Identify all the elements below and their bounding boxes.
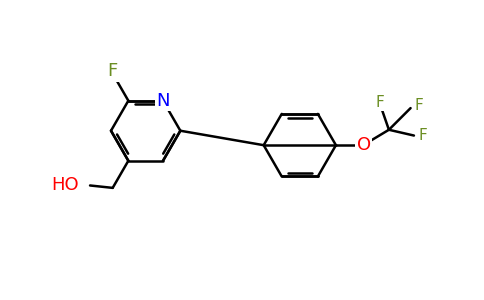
Text: F: F [418,128,427,143]
Text: F: F [107,62,118,80]
Text: F: F [376,95,385,110]
Text: N: N [156,92,170,110]
Text: HO: HO [51,176,79,194]
Text: F: F [415,98,424,113]
Text: O: O [357,136,371,154]
